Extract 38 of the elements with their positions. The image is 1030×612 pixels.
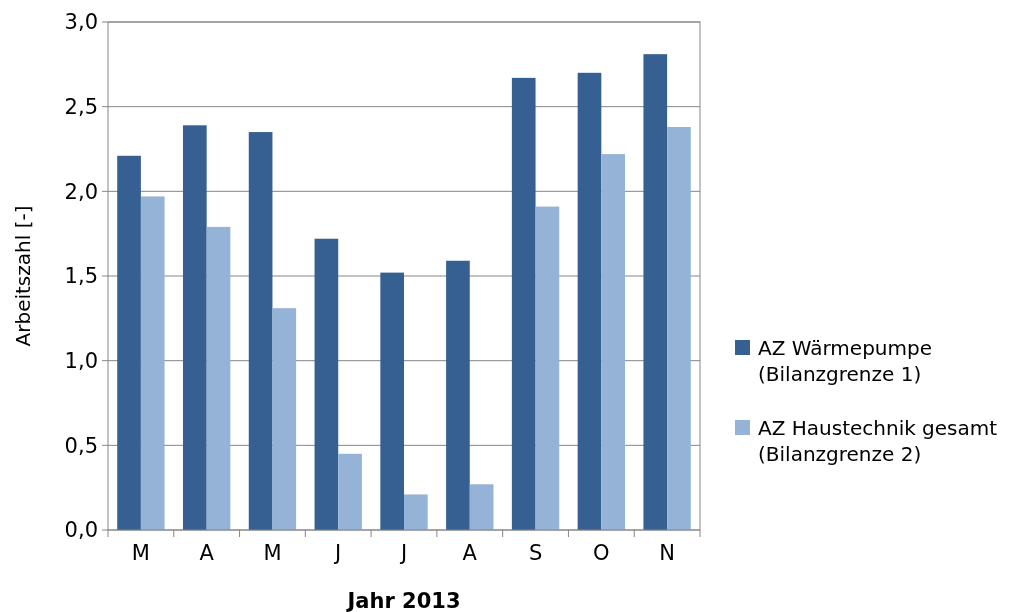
x-tick-label: S: [528, 541, 543, 565]
y-tick-label: 1,0: [64, 349, 98, 374]
bar: [272, 308, 297, 530]
x-axis-title: Jahr 2013: [345, 589, 461, 612]
bar: [643, 54, 668, 530]
x-tick-label: M: [131, 541, 150, 565]
bar: [338, 453, 362, 530]
bar: [511, 77, 536, 530]
bar: [404, 494, 428, 530]
y-tick-label: 0,0: [64, 518, 98, 543]
bar: [314, 238, 339, 530]
bar: [206, 226, 231, 530]
bar: [380, 272, 404, 530]
bar: [577, 72, 602, 530]
bar: [117, 155, 141, 530]
bar: [182, 125, 207, 530]
bar: [248, 132, 273, 530]
x-tick-label: A: [199, 541, 215, 565]
x-tick-label: O: [593, 541, 610, 565]
x-tick-label: M: [263, 541, 282, 565]
legend-label: AZ Haustechnik gesamt (Bilanzgrenze 2): [758, 416, 998, 466]
y-tick-label: 2,0: [64, 179, 98, 204]
bar: [140, 196, 165, 530]
y-axis-title: Arbeitszahl [-]: [11, 205, 35, 347]
y-tick-label: 0,5: [64, 433, 98, 458]
y-tick-label: 2,5: [64, 95, 98, 120]
x-tick-label: J: [398, 541, 408, 565]
bar: [469, 484, 494, 530]
x-tick-label: N: [659, 541, 675, 565]
x-tick-label: J: [333, 541, 342, 565]
bar: [446, 260, 470, 530]
bar: [535, 206, 560, 530]
y-tick-label: 3,0: [64, 10, 98, 35]
legend-label: AZ Wärmepumpe (Bilanzgrenze 1): [758, 336, 933, 386]
bar: [667, 126, 691, 530]
y-tick-label: 1,5: [64, 264, 98, 289]
bar: [601, 154, 626, 530]
x-tick-label: A: [462, 541, 478, 565]
